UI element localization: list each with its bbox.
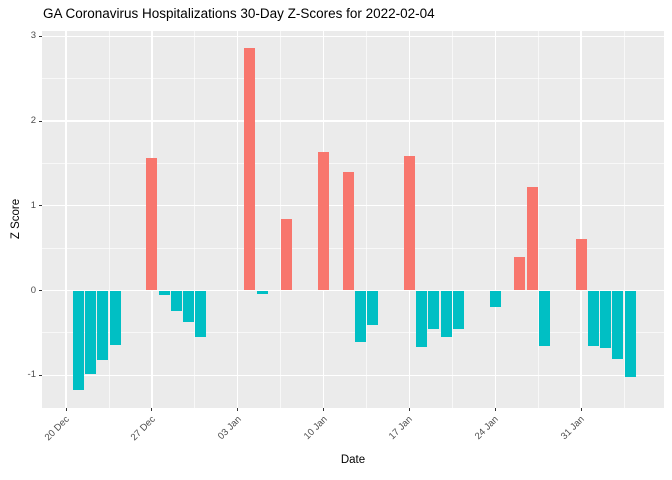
y-major-gridline	[42, 120, 664, 122]
y-tick-mark	[38, 374, 42, 376]
bar-2021-12-28	[158, 290, 170, 295]
bar-2022-02-01	[587, 290, 599, 347]
bar-2022-01-18	[416, 290, 428, 348]
x-minor-gridline	[108, 31, 110, 408]
y-tick-label: -1	[27, 369, 36, 381]
y-tick-mark	[38, 35, 42, 37]
x-tick-mark	[65, 407, 67, 411]
bar-2022-01-12	[342, 171, 354, 291]
bar-2022-01-10	[318, 152, 330, 291]
x-tick-mark	[408, 407, 410, 411]
y-tick-mark	[38, 120, 42, 122]
y-major-gridline	[42, 374, 664, 376]
bar-2022-01-26	[514, 257, 526, 291]
x-tick-mark	[237, 407, 239, 411]
bar-2022-01-04	[244, 48, 256, 291]
y-major-gridline	[42, 35, 664, 38]
bar-2022-01-07	[281, 218, 293, 291]
x-tick-label: 20 Dec	[42, 414, 72, 444]
x-tick-mark	[323, 407, 325, 411]
x-tick-label: 03 Jan	[215, 414, 244, 442]
x-major-gridline	[236, 31, 239, 408]
y-tick-label: 0	[30, 284, 36, 296]
plot-panel	[42, 31, 664, 408]
bar-2022-01-14	[367, 290, 379, 326]
bar-2022-01-21	[452, 290, 464, 330]
x-tick-label: 27 Dec	[128, 414, 158, 444]
bar-2021-12-30	[183, 290, 195, 322]
y-tick-mark	[38, 205, 42, 207]
bar-2021-12-23	[97, 290, 109, 360]
bar-2022-01-13	[354, 290, 366, 343]
bar-2022-02-03	[612, 290, 624, 360]
x-tick-mark	[580, 407, 582, 411]
x-minor-gridline	[366, 31, 367, 408]
bar-2021-12-21	[72, 290, 84, 390]
bar-2022-02-04	[624, 290, 636, 377]
x-tick-label: 24 Jan	[473, 414, 502, 442]
x-minor-gridline	[194, 31, 196, 408]
x-tick-label: 17 Jan	[387, 414, 416, 442]
x-tick-label: 31 Jan	[558, 414, 587, 442]
bar-2022-01-05	[256, 290, 268, 294]
y-tick-label: 3	[30, 30, 36, 42]
bar-2022-01-17	[403, 155, 415, 291]
y-tick-mark	[38, 290, 42, 292]
y-minor-gridline	[42, 163, 664, 164]
bar-2022-01-28	[538, 290, 550, 346]
y-major-gridline	[42, 289, 664, 292]
y-minor-gridline	[42, 332, 664, 334]
x-tick-label: 10 Jan	[301, 414, 330, 442]
bar-2021-12-24	[109, 290, 121, 345]
y-minor-gridline	[42, 78, 664, 80]
x-major-gridline	[580, 31, 582, 408]
bar-2021-12-31	[195, 290, 207, 338]
bar-2021-12-29	[170, 290, 182, 311]
y-tick-label: 2	[30, 115, 36, 127]
bar-2021-12-27	[146, 157, 158, 291]
y-tick-label: 1	[30, 199, 36, 211]
x-tick-mark	[151, 407, 153, 411]
bar-2022-01-31	[575, 238, 587, 291]
chart-title: GA Coronavirus Hospitalizations 30-Day Z…	[43, 6, 435, 21]
bar-2022-01-20	[440, 290, 452, 338]
x-tick-mark	[494, 407, 496, 411]
bar-2022-02-02	[600, 290, 612, 349]
x-major-gridline	[494, 31, 496, 408]
x-minor-gridline	[451, 31, 453, 408]
bar-2022-01-27	[526, 187, 538, 291]
bar-2022-01-24	[489, 290, 501, 307]
x-major-gridline	[65, 31, 67, 408]
x-minor-gridline	[537, 31, 539, 408]
x-minor-gridline	[280, 31, 282, 408]
x-axis-title: Date	[340, 454, 366, 466]
bar-2021-12-22	[85, 290, 97, 374]
x-minor-gridline	[623, 31, 625, 408]
bar-2022-01-19	[428, 290, 440, 330]
